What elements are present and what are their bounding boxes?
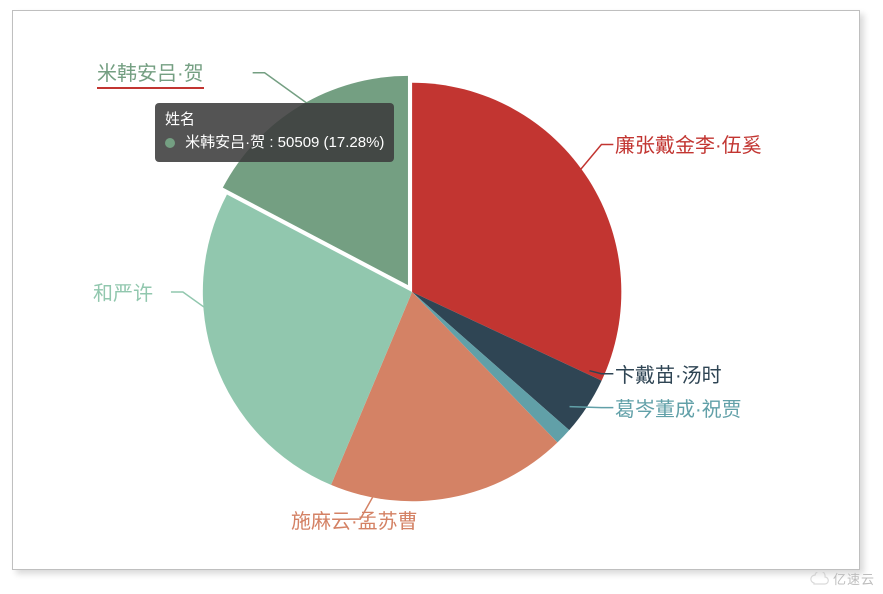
leader-line <box>570 407 614 408</box>
watermark-text: 亿速云 <box>833 569 875 588</box>
slice-label[interactable]: 和严许 <box>93 283 153 305</box>
slice-label[interactable]: 葛岑董成·祝贾 <box>615 399 742 421</box>
slice-label[interactable]: 米韩安吕·贺 <box>97 63 204 89</box>
watermark: 亿速云 <box>809 569 875 588</box>
slice-label[interactable]: 施麻云·孟苏曹 <box>291 511 418 533</box>
slice-label[interactable]: 廉张戴金李·伍奚 <box>615 135 762 157</box>
slice-label[interactable]: 卞戴苗·汤时 <box>615 365 722 387</box>
watermark-icon <box>809 572 829 586</box>
chart-frame: 廉张戴金李·伍奚卞戴苗·汤时葛岑董成·祝贾施麻云·孟苏曹和严许米韩安吕·贺 姓名… <box>12 10 860 570</box>
